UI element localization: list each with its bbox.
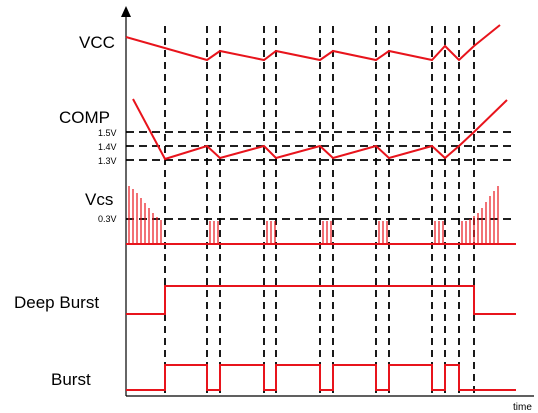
burst-label: Burst: [51, 370, 91, 389]
comp-waveform: [132, 98, 508, 161]
vcc-waveform: [125, 24, 501, 62]
y-axis-arrow: [121, 6, 131, 17]
vcs-pulse-group: [378, 221, 388, 244]
vcs-pulses-end: [461, 186, 499, 244]
comp-label: COMP: [59, 108, 110, 127]
timing-guides: [164, 26, 475, 396]
vcs-waveform: [126, 186, 516, 245]
level-1-4v-label: 1.4V: [98, 142, 117, 152]
threshold-lines: [126, 131, 516, 220]
vcs-pulse-group: [322, 221, 332, 244]
vcs-pulses-start: [128, 186, 162, 244]
signal-labels: VCC COMP Vcs Deep Burst Burst: [14, 33, 115, 389]
vcc-label: VCC: [79, 33, 115, 52]
burst-waveform: [126, 364, 516, 391]
vcs-pulse-group: [266, 221, 276, 244]
level-1-3v-label: 1.3V: [98, 156, 117, 166]
deep-burst-waveform: [126, 285, 516, 315]
level-1-5v-label: 1.5V: [98, 128, 117, 138]
deep-burst-label: Deep Burst: [14, 293, 99, 312]
axes: time: [121, 6, 534, 413]
vcs-pulse-group: [434, 221, 444, 244]
level-0-3v-label: 0.3V: [98, 214, 117, 224]
time-axis-label: time: [513, 402, 532, 413]
vcs-label: Vcs: [85, 190, 113, 209]
level-labels: 1.5V 1.4V 1.3V 0.3V: [98, 128, 117, 224]
vcs-pulse-group: [209, 221, 219, 244]
